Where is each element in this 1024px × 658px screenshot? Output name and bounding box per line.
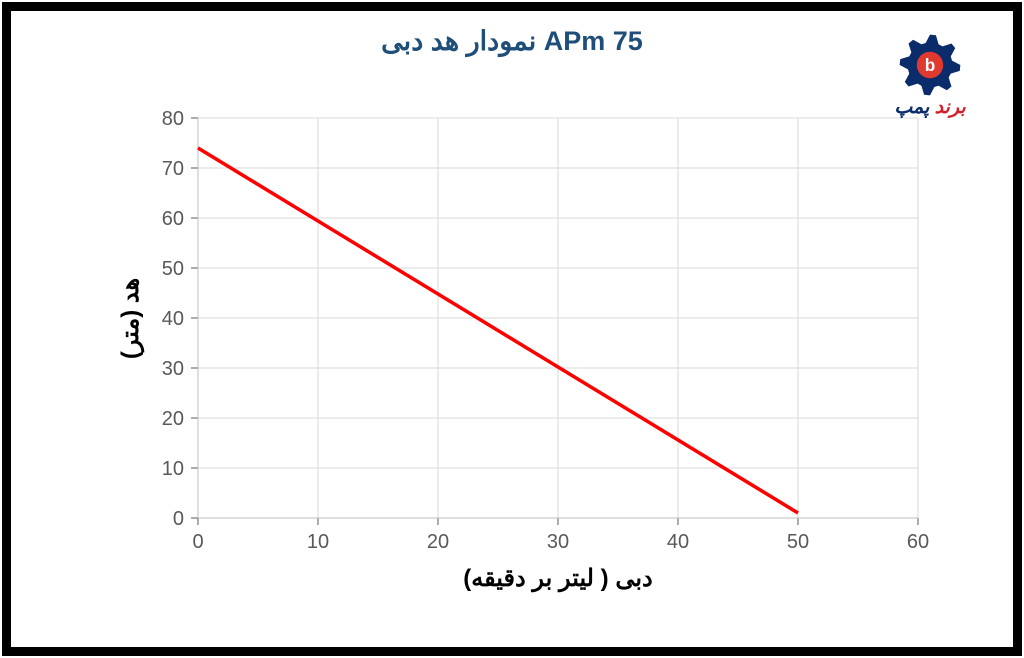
y-tick-label: 60 bbox=[162, 208, 184, 230]
y-tick-label: 40 bbox=[162, 308, 184, 330]
y-tick-label: 30 bbox=[162, 358, 184, 380]
brand-logo-text: برند پمپ bbox=[880, 96, 980, 119]
brand-word2: پمپ bbox=[894, 97, 929, 118]
y-axis-label: هد (متر) bbox=[116, 278, 145, 359]
x-tick-label: 0 bbox=[192, 531, 203, 553]
x-tick-label: 60 bbox=[907, 531, 929, 553]
y-tick-label: 80 bbox=[162, 108, 184, 130]
x-tick-label: 10 bbox=[307, 531, 329, 553]
gear-icon: b bbox=[896, 32, 964, 98]
svg-text:b: b bbox=[925, 55, 935, 75]
y-tick-label: 50 bbox=[162, 258, 184, 280]
x-axis-label: دبی ( لیتر بر دقیقه) bbox=[198, 564, 918, 593]
plot-area: 010203040506001020304050607080 bbox=[198, 118, 918, 518]
y-tick-label: 20 bbox=[162, 408, 184, 430]
brand-logo: b برند پمپ bbox=[880, 32, 980, 126]
x-tick-label: 20 bbox=[427, 531, 449, 553]
chart-container: نمودار هد دبی APm 75 هد (متر) دبی ( لیتر… bbox=[20, 18, 1004, 640]
chart-title: نمودار هد دبی APm 75 bbox=[20, 26, 1004, 57]
x-tick-label: 30 bbox=[547, 531, 569, 553]
y-tick-label: 0 bbox=[173, 508, 184, 530]
y-tick-label: 70 bbox=[162, 158, 184, 180]
x-tick-label: 50 bbox=[787, 531, 809, 553]
brand-word1: برند bbox=[935, 97, 966, 118]
x-tick-label: 40 bbox=[667, 531, 689, 553]
y-tick-label: 10 bbox=[162, 458, 184, 480]
